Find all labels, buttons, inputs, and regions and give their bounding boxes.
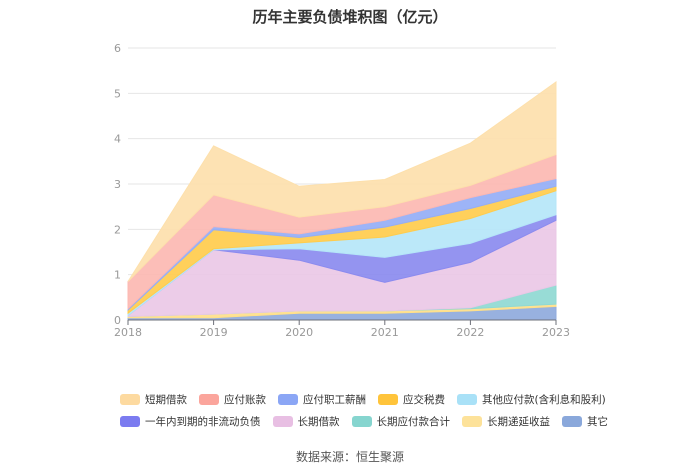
x-tick-label: 2022: [456, 326, 484, 339]
legend-label: 应付账款: [224, 393, 266, 406]
legend-label: 应付职工薪酬: [303, 393, 366, 406]
legend-swatch: [272, 415, 293, 427]
data-source-note: 数据来源：恒生聚源: [295, 450, 404, 464]
legend-row-1: 短期借款 应付账款 应付职工薪酬 应交税费 其他应付款(含利息和股利): [120, 388, 606, 410]
legend-item-taxes-payable[interactable]: 应交税费: [378, 392, 445, 407]
x-tick-label: 2019: [200, 326, 228, 339]
legend-label: 长期借款: [297, 415, 340, 428]
legend-item-long-term-payables[interactable]: 长期应付款合计: [351, 414, 451, 429]
y-tick-label: 4: [114, 133, 121, 146]
legend-swatch: [351, 415, 372, 427]
legend-item-deferred-income[interactable]: 长期递延收益: [462, 414, 550, 429]
legend-swatch: [378, 393, 398, 405]
legend-label: 其他应付款(含利息和股利): [482, 393, 606, 406]
y-tick-label: 1: [114, 269, 121, 282]
y-tick-label: 0: [114, 314, 121, 327]
legend-swatch: [278, 393, 298, 405]
legend-swatch: [562, 415, 582, 427]
legend-item-long-term-loans[interactable]: 长期借款: [272, 414, 340, 429]
legend-swatch: [120, 393, 140, 405]
legend-row-2: 一年内到期的非流动负债 长期借款 长期应付款合计 长期递延收益 其它: [120, 410, 608, 432]
y-tick-label: 5: [114, 87, 121, 100]
legend-item-other[interactable]: 其它: [562, 414, 608, 429]
legend-item-other-payables[interactable]: 其他应付款(含利息和股利): [457, 392, 606, 407]
legend-label: 长期应付款合计: [376, 415, 451, 428]
chart-title: 历年主要负债堆积图（亿元）: [252, 8, 448, 26]
legend-swatch: [457, 393, 477, 405]
y-tick-label: 6: [114, 42, 121, 55]
legend-item-current-noncurrent-liabilities[interactable]: 一年内到期的非流动负债: [120, 414, 261, 429]
x-tick-label: 2023: [542, 326, 570, 339]
legend-swatch: [120, 415, 140, 427]
x-tick-label: 2020: [285, 326, 313, 339]
legend-item-short-term-loans[interactable]: 短期借款: [120, 392, 187, 407]
x-tick-label: 2021: [371, 326, 399, 339]
chart-legend: 短期借款 应付账款 应付职工薪酬 应交税费 其他应付款(含利息和股利) 一年内到…: [120, 388, 608, 432]
legend-item-accounts-payable[interactable]: 应付账款: [199, 392, 266, 407]
legend-item-payroll-payable[interactable]: 应付职工薪酬: [278, 392, 366, 407]
legend-label: 长期递延收益: [487, 415, 550, 428]
y-tick-label: 3: [114, 178, 121, 191]
legend-label: 短期借款: [145, 393, 187, 406]
legend-label: 其它: [587, 415, 608, 428]
y-tick-label: 2: [114, 223, 121, 236]
legend-swatch: [462, 415, 482, 427]
area-series: [127, 81, 557, 282]
x-tick-label: 2018: [114, 326, 142, 339]
legend-label: 应交税费: [403, 393, 445, 406]
legend-swatch: [199, 393, 219, 405]
legend-label: 一年内到期的非流动负债: [145, 415, 261, 428]
